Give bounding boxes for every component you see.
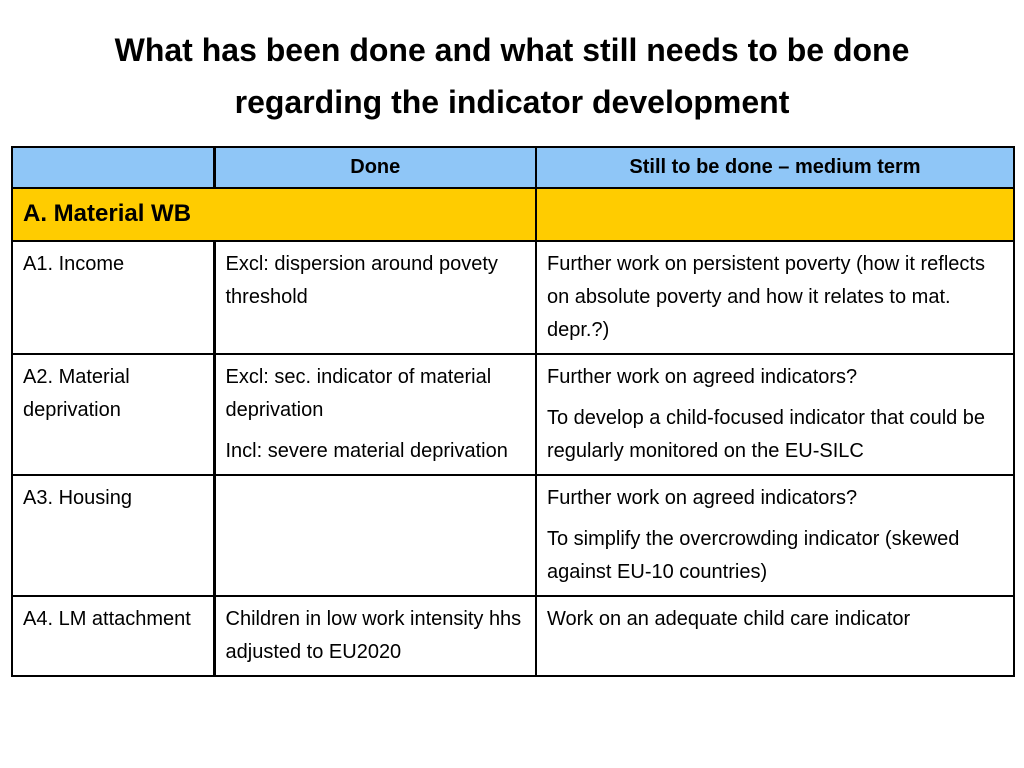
done-text: Children in low work intensity hhs adjus… <box>225 608 522 663</box>
todo-cell: Work on an adequate child care indicator <box>535 595 1015 677</box>
todo-text: Work on an adequate child care indicator <box>547 608 911 630</box>
done-text: Incl: severe material deprivation <box>225 440 508 462</box>
todo-text: To simplify the overcrowding indicator (… <box>547 528 960 583</box>
todo-text: To develop a child-focused indicator tha… <box>547 407 986 462</box>
row-label: A4. LM attachment <box>11 595 216 677</box>
row-label: A2. Material deprivation <box>11 353 216 476</box>
table-row: A4. LM attachment Children in low work in… <box>11 595 1015 677</box>
todo-cell: Further work on agreed indicators? To sim… <box>535 474 1015 597</box>
done-cell: Children in low work intensity hhs adjus… <box>213 595 537 677</box>
todo-cell: Further work on persistent poverty (how … <box>535 240 1015 355</box>
section-cell: A. Material WB <box>11 187 537 242</box>
table-row: A3. Housing Further work on agreed indica… <box>11 474 1015 597</box>
table-row: A1. Income Excl: dispersion around povety… <box>11 240 1015 355</box>
slide-title: What has been done and what still needs … <box>114 32 910 120</box>
todo-text: Further work on agreed indicators? <box>547 366 858 388</box>
header-row: Done Still to be done – medium term <box>11 146 1015 189</box>
header-cell <box>11 146 216 189</box>
done-cell: Excl: dispersion around povety threshold <box>213 240 537 355</box>
done-cell: Excl: sec. indicator of material depriva… <box>213 353 537 476</box>
section-row: A. Material WB <box>11 187 1015 242</box>
todo-text: Further work on persistent poverty (how … <box>547 253 985 341</box>
table: Done Still to be done – medium term A. Mat… <box>11 146 1015 677</box>
done-text: Excl: sec. indicator of material depriva… <box>225 366 492 421</box>
todo-cell: Further work on agreed indicators? To dev… <box>535 353 1015 476</box>
done-text: Excl: dispersion around povety threshold <box>225 253 498 308</box>
table-row: A2. Material deprivation Excl: sec. indic… <box>11 353 1015 476</box>
todo-text: Further work on agreed indicators? <box>547 487 858 509</box>
row-label: A1. Income <box>11 240 216 355</box>
header-cell: Still to be done – medium term <box>535 146 1015 189</box>
header-cell: Done <box>213 146 537 189</box>
section-cell <box>535 187 1015 242</box>
done-cell <box>213 474 537 597</box>
row-label: A3. Housing <box>11 474 216 597</box>
